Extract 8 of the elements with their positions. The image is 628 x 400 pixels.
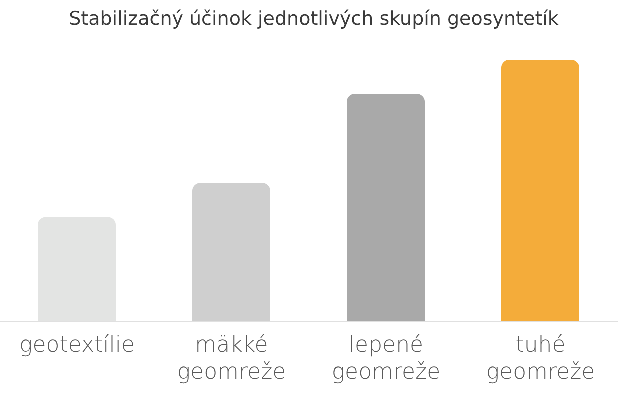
bar	[192, 183, 270, 322]
chart-title: Stabilizačný účinok jednotlivých skupín geosyntetík	[68, 8, 560, 30]
x-tick-label: lepené geomreže	[332, 333, 441, 385]
bar	[502, 60, 580, 322]
x-tick-label: geotextílie	[20, 333, 135, 358]
bar	[347, 94, 425, 322]
x-tick-label: mäkké geomreže	[177, 333, 286, 385]
x-tick-label: tuhé geomreže	[486, 333, 596, 385]
